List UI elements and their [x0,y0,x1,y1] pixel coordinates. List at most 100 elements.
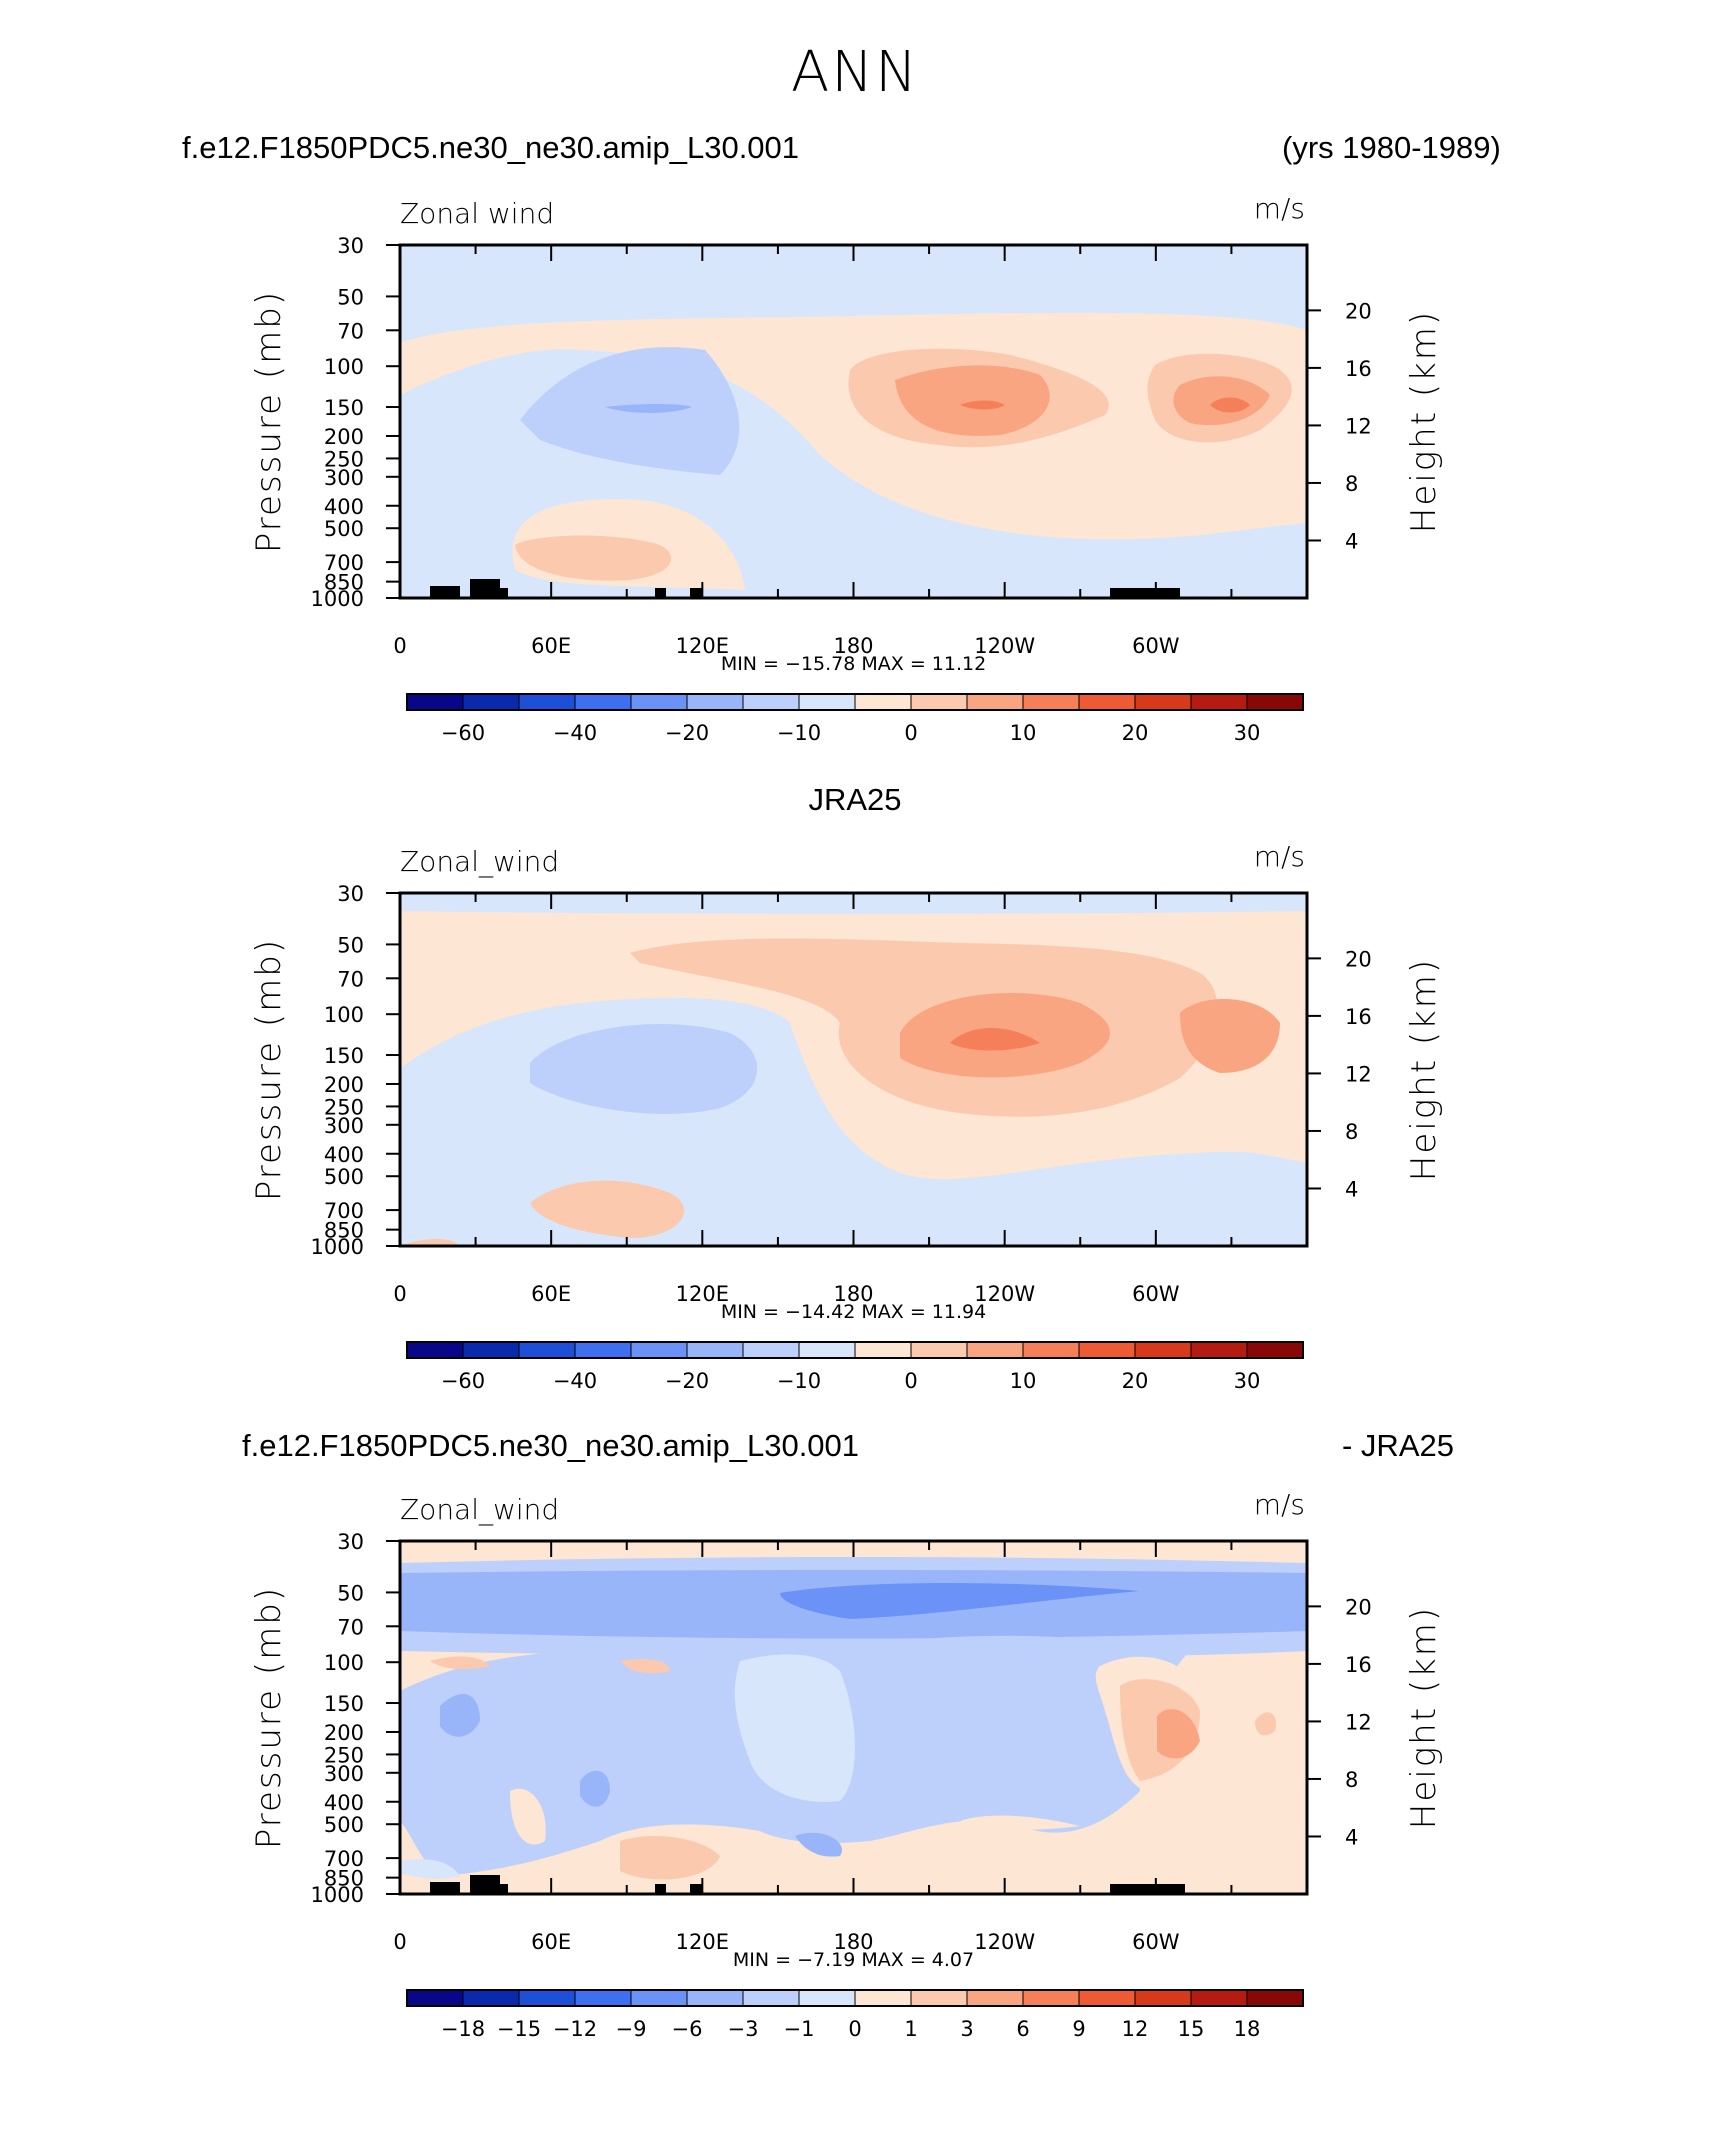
colorbar-label: 30 [1234,721,1261,745]
panel3-left-title: f.e12.F1850PDC5.ne30_ne30.amip_L30.001 [242,1428,860,1463]
contour-fills [400,245,1307,598]
contour-region [960,400,1005,410]
topography [430,586,460,598]
colorbar-box [1022,1989,1080,2007]
y2-tick-label: 4 [1345,529,1358,553]
colorbar-box [1246,1341,1304,1359]
colorbar-label: 15 [1178,2017,1205,2041]
colorbar-label: 0 [848,2017,861,2041]
colorbar-label: −6 [672,2017,703,2041]
colorbar-box [574,1341,632,1359]
y-tick-label: 850 [324,1219,364,1243]
x-tick-label: 180 [833,1282,873,1306]
x-tick-label: 0 [393,1930,406,1954]
colorbar-frame [406,1341,1304,1359]
contour-fills [400,893,1307,1246]
y2-axis-label: Height (km) [1404,1606,1444,1829]
contour-region [605,404,692,413]
min-max-label: MIN = −14.42 MAX = 11.94 [721,1301,986,1323]
y2-tick-label: 20 [1345,299,1372,323]
colorbar-box [1022,1341,1080,1359]
contour-region [1210,397,1250,413]
contour-region [1255,1712,1276,1736]
y-tick-label: 70 [337,1615,364,1639]
y2-tick-label: 12 [1345,1710,1372,1734]
colorbar-box [406,693,464,711]
colorbar-box [1134,1989,1192,2007]
colorbar-box [1134,1341,1192,1359]
topography [470,1875,500,1894]
colorbar-box [1078,693,1136,711]
y-tick-label: 50 [337,933,364,957]
contour-region [620,1836,720,1880]
y-axis-label: Pressure (mb) [249,938,289,1201]
panel2-center-title: JRA25 [808,782,902,817]
y-tick-label: 100 [324,355,364,379]
colorbar-label: 10 [1010,1369,1037,1393]
y2-tick-label: 12 [1345,1062,1372,1086]
variable-label: Zonal_wind [400,1493,559,1527]
colorbar-label: 30 [1234,1369,1261,1393]
variable-label: Zonal_wind [400,845,559,879]
colorbar-box [630,1989,688,2007]
colorbar-box [798,1989,856,2007]
contour-region [510,1788,546,1845]
y-tick-label: 1000 [311,1883,364,1907]
y-tick-label: 70 [337,319,364,343]
colorbar-box [630,1341,688,1359]
x-tick-label: 120W [974,1282,1035,1306]
y-tick-label: 300 [324,1762,364,1786]
y-tick-label: 1000 [311,587,364,611]
y-tick-label: 150 [324,1692,364,1716]
colorbar-label: −20 [665,1369,709,1393]
y-tick-label: 70 [337,967,364,991]
contour-region [795,1832,842,1857]
y-tick-label: 250 [324,1095,364,1119]
colorbar-box [574,1989,632,2007]
panel1-chart: 0 60E 120E 180 120W 60W3050701001502002503004… [249,192,1444,745]
colorbar-box [686,693,744,711]
x-tick-label: 120E [676,1282,729,1306]
colorbar-box [910,693,968,711]
y-tick-label: 250 [324,447,364,471]
page-title: ANN [790,40,920,105]
colorbar-box [1078,1989,1136,2007]
x-tick-label: 120E [676,1930,729,1954]
y-tick-label: 850 [324,1867,364,1891]
x-tick-label: 120E [676,634,729,658]
x-tick-label: 120W [974,634,1035,658]
x-tick-label: 0 [393,634,406,658]
colorbar-box [406,1341,464,1359]
colorbar-box [462,693,520,711]
y2-tick-label: 20 [1345,947,1372,971]
topography [430,1882,460,1894]
contour-region [895,365,1050,436]
x-tick-label: 180 [833,634,873,658]
units-label: m/s [1254,192,1305,225]
colorbar-label: −1 [784,2017,815,2041]
y-tick-label: 500 [324,1165,364,1189]
colorbar-box [910,1989,968,2007]
colorbar-label: −40 [553,1369,597,1393]
colorbar-box [686,1989,744,2007]
colorbar-box [1022,693,1080,711]
colorbar-label: 12 [1122,2017,1149,2041]
colorbar-label: 10 [1010,721,1037,745]
panel3-chart: 0 60E 120E 180 120W 60W3050701001502002503004… [249,1488,1444,2041]
x-tick-label: 60W [1132,1282,1180,1306]
y-tick-label: 200 [324,1721,364,1745]
colorbar-box [742,1341,800,1359]
colorbar-box [462,1341,520,1359]
y2-tick-label: 8 [1345,472,1358,496]
y2-axis-label: Height (km) [1404,958,1444,1181]
colorbar-box [1134,693,1192,711]
colorbar-label: −60 [441,721,485,745]
colorbar-box [1190,693,1248,711]
colorbar-frame [406,1989,1304,2007]
y-tick-label: 300 [324,1114,364,1138]
colorbar-box [406,1989,464,2007]
colorbar-label: 0 [904,1369,917,1393]
y-tick-label: 500 [324,1813,364,1837]
y-tick-label: 700 [324,551,364,575]
panel3-right-title: - JRA25 [1342,1428,1454,1463]
